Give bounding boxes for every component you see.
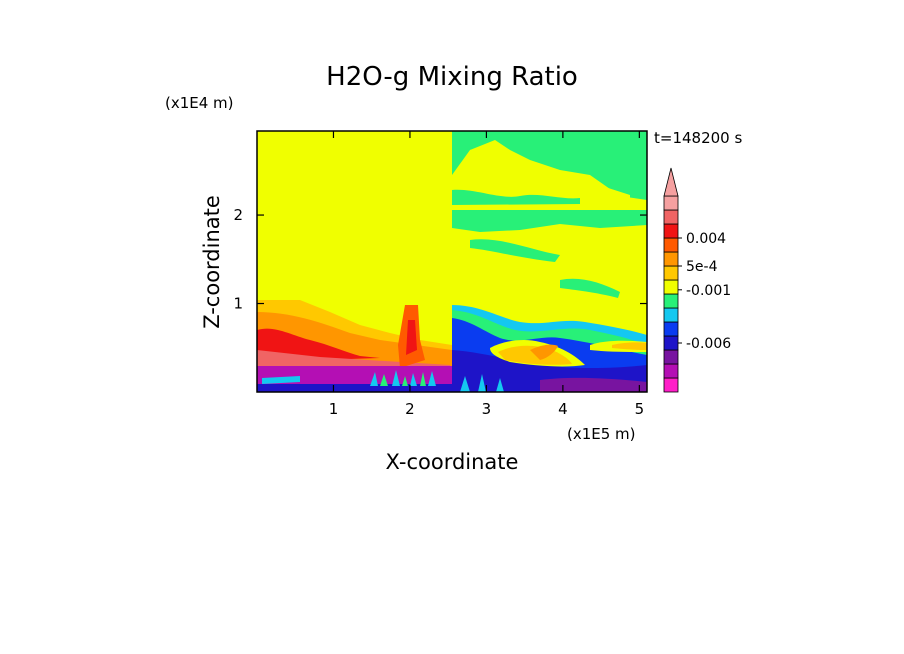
left-lower-layer — [257, 366, 452, 386]
right-green-band — [452, 210, 647, 232]
right-orange-tongue — [612, 342, 647, 350]
right-purple-surface — [540, 377, 647, 392]
colorbar-segment — [663, 265, 679, 281]
colorbar-label: -0.001 — [686, 283, 731, 299]
left-updraft-core — [406, 320, 417, 355]
x-tick-label: 5 — [635, 400, 645, 418]
colorbar-segment — [663, 279, 679, 295]
x-tick-label: 3 — [482, 400, 492, 418]
colorbar-label: -0.006 — [686, 336, 731, 352]
right-darkorange-swirl — [530, 344, 558, 360]
colorbar-label: 0.004 — [686, 231, 726, 247]
plot-frame — [256, 130, 648, 393]
contour-field — [257, 131, 647, 392]
x-axis-label: X-coordinate — [386, 450, 519, 474]
colorbar-segment — [663, 321, 679, 337]
left-green-streaks — [380, 372, 426, 386]
x-tick-label: 4 — [558, 400, 568, 418]
x-scale-label: (x1E5 m) — [567, 425, 636, 443]
right-upper-green — [452, 131, 647, 200]
colorbar-segment — [663, 251, 679, 267]
x-axis: 1 2 3 4 5 — [329, 131, 644, 418]
colorbar-segment — [663, 377, 679, 393]
y-tick-label: 2 — [233, 206, 243, 224]
right-green-streak-3 — [560, 278, 620, 298]
colorbar-segment — [663, 349, 679, 365]
colorbar-segment — [663, 209, 679, 225]
colorbar-segment — [663, 293, 679, 309]
y-tick-label: 1 — [233, 295, 243, 313]
right-green-streak-1 — [452, 189, 580, 205]
colorbar-segment — [663, 237, 679, 253]
x-tick-label: 1 — [329, 400, 339, 418]
y-axis: 12 — [233, 206, 647, 313]
right-orange-swirl — [498, 345, 572, 365]
time-label: t=148200 s — [654, 129, 742, 147]
y-axis-label: Z-coordinate — [200, 195, 224, 329]
right-upper-yellow-pocket — [470, 149, 630, 205]
colorbar: 0.004 5e-4 -0.001 -0.006 — [663, 167, 731, 393]
colorbar-segment — [663, 363, 679, 379]
left-cyan-streaks — [262, 370, 436, 386]
colorbar-segment — [663, 307, 679, 323]
colorbar-label: 5e-4 — [686, 259, 718, 275]
right-cyan-surface-streaks — [460, 374, 504, 392]
colorbar-extend-max — [663, 167, 679, 197]
colorbar-segment — [663, 335, 679, 351]
colorbar-segment — [663, 195, 679, 211]
y-scale-label: (x1E4 m) — [165, 94, 234, 112]
left-surface-layer — [257, 384, 452, 392]
x-tick-label: 2 — [405, 400, 415, 418]
chart-title: H2O-g Mixing Ratio — [326, 62, 578, 92]
right-green-streak-2 — [470, 239, 560, 262]
colorbar-segment — [663, 223, 679, 239]
